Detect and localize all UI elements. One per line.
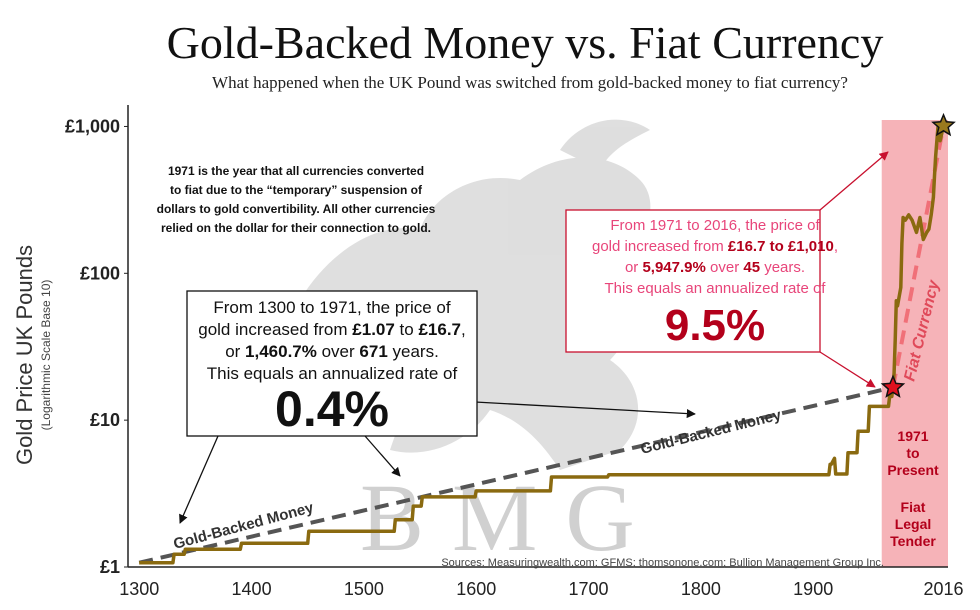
arrow-box-to-trend: [364, 435, 401, 477]
star-marker-icon: [880, 374, 906, 398]
gold-rate: 0.4%: [275, 381, 389, 437]
gold-backed-label-high: Gold-Backed Money: [639, 406, 784, 458]
star-marker-icon: [931, 112, 956, 137]
band-label-1971: 1971: [897, 428, 928, 444]
note-line-4: relied on the dollar for their connectio…: [161, 221, 431, 235]
gold-box-line-1: From 1300 to 1971, the price of: [213, 298, 450, 317]
x-tick-label: 2016: [923, 579, 963, 599]
fiat-box-line-3: or 5,947.9% over 45 years.: [625, 259, 805, 276]
note-line-3: dollars to gold convertibility. All othe…: [157, 202, 436, 216]
chart-subtitle: What happened when the UK Pound was swit…: [212, 73, 848, 92]
y-tick-label: £1,000: [65, 116, 120, 136]
note-line-1: 1971 is the year that all currencies con…: [168, 164, 424, 178]
fiat-legal-tender-band: [881, 120, 948, 567]
band-labels: 1971 to Present Fiat Legal Tender: [887, 428, 939, 549]
x-tick-label: 1800: [681, 579, 721, 599]
arrow-box-to-start: [179, 435, 219, 524]
gold-backed-trend-line: [138, 385, 894, 565]
x-tick-label: 1400: [232, 579, 272, 599]
y-axis-sublabel: (Logarithmic Scale Base 10): [39, 280, 53, 431]
x-tick-label: 1600: [456, 579, 496, 599]
chart-title: Gold-Backed Money vs. Fiat Currency: [167, 17, 884, 68]
fiat-box-line-2: gold increased from £16.7 to £1,010,: [592, 238, 838, 255]
x-tick-label: 1900: [793, 579, 833, 599]
gold-backed-summary-box: From 1300 to 1971, the price of gold inc…: [186, 290, 478, 437]
fiat-summary-box: From 1971 to 2016, the price of gold inc…: [565, 209, 838, 353]
y-tick-labels: £1 £10 £100 £1,000: [65, 116, 128, 577]
sources-note: Sources: Measuringwealth.com; GFMS; thom…: [441, 557, 884, 569]
star-markers: [880, 112, 956, 398]
x-tick-label: 1500: [344, 579, 384, 599]
arrow-box-to-1971: [474, 401, 696, 419]
fiat-box-line-1: From 1971 to 2016, the price of: [610, 217, 820, 234]
fiat-box-line-4: This equals an annualized rate of: [605, 280, 827, 297]
band-label-tender: Tender: [890, 533, 936, 549]
bmg-watermark: BMG: [360, 464, 663, 571]
y-tick-label: £1: [100, 557, 120, 577]
note-1971: 1971 is the year that all currencies con…: [157, 164, 436, 235]
x-tick-label: 1700: [569, 579, 609, 599]
gold-box-line-3: or 1,460.7% over 671 years.: [225, 342, 439, 361]
band-label-fiat: Fiat: [901, 499, 926, 515]
y-tick-label: £100: [80, 263, 120, 283]
gold-price-line: [139, 121, 946, 565]
band-label-to: to: [906, 445, 919, 461]
band-label-present: Present: [887, 462, 939, 478]
band-label-legal: Legal: [895, 516, 932, 532]
y-axis-label: Gold Price UK Pounds: [12, 245, 37, 465]
fiat-rate: 9.5%: [665, 301, 765, 350]
x-tick-labels: 1300 1400 1500 1600 1700 1800 1900 2016: [119, 579, 963, 599]
arrow-fiat-box-up: [819, 151, 889, 211]
gold-box-line-4: This equals an annualized rate of: [207, 364, 458, 383]
x-tick-label: 1300: [119, 579, 159, 599]
arrow-fiat-box-down: [819, 351, 876, 388]
y-tick-label: £10: [90, 410, 120, 430]
note-line-2: to fiat due to the “temporary” suspensio…: [170, 183, 423, 197]
gold-box-line-2: gold increased from £1.07 to £16.7,: [198, 320, 465, 339]
